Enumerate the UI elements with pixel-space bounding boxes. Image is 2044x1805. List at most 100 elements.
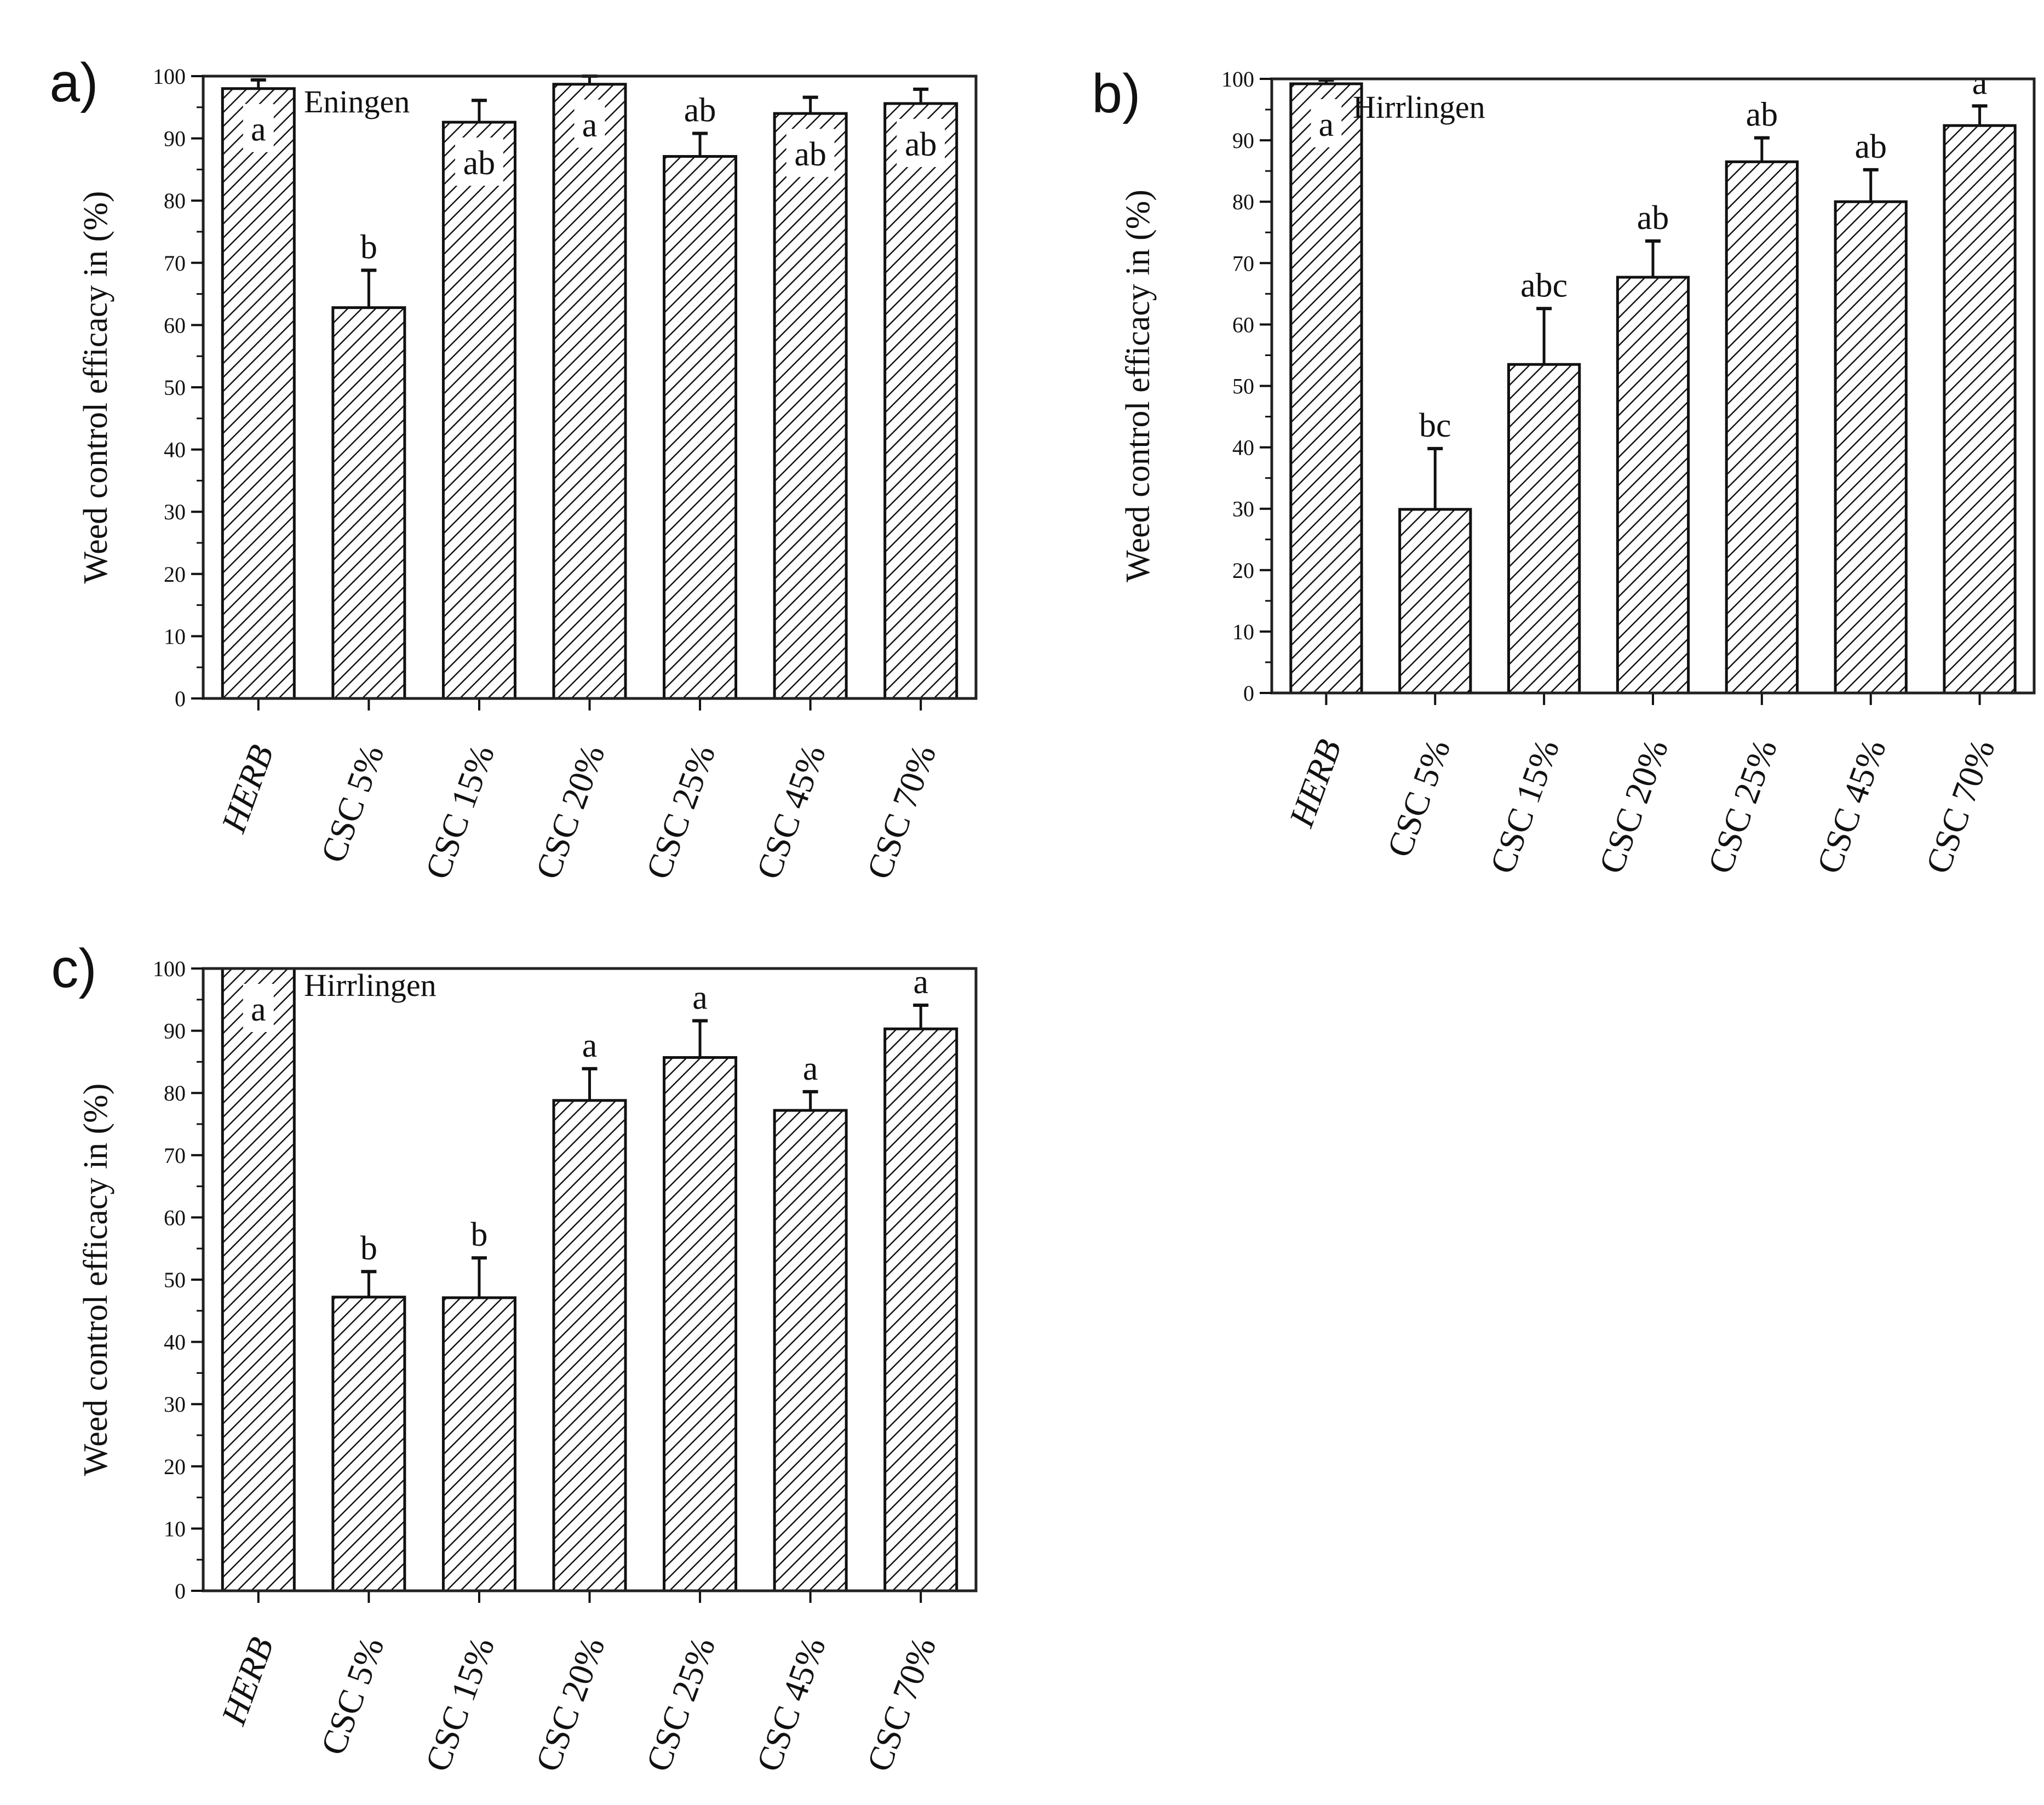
y-axis-label: Weed control efficacy in (%) [1119,190,1157,582]
significance-letter: ab [684,92,716,129]
x-tick-label: CSC 70% [1918,735,2002,879]
panel-letter: b) [1092,63,1141,124]
x-tick-label: CSC 25% [1700,735,1784,879]
y-tick-label: 70 [164,1143,186,1168]
y-tick-label: 0 [175,1579,186,1603]
site-label: Hirrlingen [1353,89,1485,125]
panel-letter: c) [51,938,96,999]
significance-letter: a [1319,106,1334,144]
significance-letter: a [582,107,598,144]
x-tick-label: CSC 25% [639,740,723,884]
y-tick-label: 40 [164,1330,186,1355]
bar: abc [1507,267,1581,695]
x-tick-label: CSC 70% [859,1632,944,1777]
y-tick-label: 80 [164,1081,186,1105]
chart-panel-c: c) Weed control efficacy in (%) a HERB b CSC … [0,893,1019,1802]
bar: a [1943,64,2017,695]
significance-letter: a [582,1027,598,1064]
bar: b [441,1216,516,1592]
significance-letter: a [1972,64,1988,101]
y-tick-label: 60 [164,313,186,337]
y-tick-label: 100 [153,956,186,981]
y-axis-label: Weed control efficacy in (%) [77,1084,114,1476]
x-tick-label: CSC 5% [313,1632,392,1760]
significance-letter: b [470,1216,487,1253]
bar-chart: c) Weed control efficacy in (%) a HERB b CSC … [51,938,978,1777]
bar: ab [1834,128,1908,695]
x-tick-label: CSC 45% [749,1632,833,1777]
significance-letter: a [692,979,708,1016]
y-tick-label: 80 [1232,190,1254,214]
y-tick-label: 100 [1221,67,1254,91]
bar: ab [773,95,848,700]
x-tick-label: HERB [214,1632,281,1730]
y-tick-label: 70 [164,251,186,276]
bar: a [883,964,958,1592]
site-label: Hirrlingen [304,967,437,1003]
y-tick-label: 40 [1232,436,1254,460]
significance-letter: ab [1746,96,1778,134]
x-tick-label: CSC 20% [1591,735,1675,879]
x-tick-label: CSC 5% [313,740,392,868]
y-tick-label: 20 [164,562,186,587]
x-tick-label: CSC 15% [417,1632,502,1777]
x-tick-label: CSC 20% [528,740,612,884]
significance-letter: a [251,991,266,1028]
y-tick-label: 0 [175,686,186,711]
y-tick-label: 20 [164,1454,186,1479]
bar: a [552,75,627,700]
bar: b [331,228,406,700]
y-tick-label: 20 [1232,558,1254,583]
significance-letter: a [251,111,266,148]
y-tick-label: 10 [164,624,186,649]
bar: b [331,1230,406,1592]
bar: ab [1616,199,1690,695]
bar: a [663,979,738,1592]
x-tick-label: CSC 25% [639,1632,723,1777]
chart-panel-a: a) Weed control efficacy in (%) a HERB b CSC … [0,0,1019,920]
significance-letter: ab [1637,199,1669,237]
x-tick-label: CSC 45% [749,740,833,884]
y-tick-label: 30 [164,500,186,524]
bar: a [221,78,296,700]
panel-letter: a) [50,52,99,113]
y-tick-label: 90 [1232,128,1254,153]
chart-panel-b: b) Weed control efficacy in (%) a HERB bc CSC… [1057,0,2044,920]
significance-letter: ab [794,136,826,173]
x-tick-label: CSC 15% [1483,735,1567,879]
y-tick-label: 100 [153,64,186,89]
bar: ab [1725,96,1799,695]
significance-letter: ab [1854,128,1887,165]
y-tick-label: 60 [1232,312,1254,337]
y-tick-label: 50 [164,1268,186,1292]
bar: ab [441,99,516,700]
y-tick-label: 80 [164,188,186,213]
x-tick-label: CSC 70% [859,740,944,884]
significance-letter: ab [463,145,496,182]
site-label: Eningen [304,84,410,119]
bar: a [552,1027,627,1592]
x-tick-label: CSC 20% [528,1632,612,1777]
y-tick-label: 90 [164,1019,186,1044]
y-tick-label: 10 [1232,620,1254,644]
y-tick-label: 50 [164,375,186,400]
significance-letter: abc [1520,267,1568,304]
x-tick-label: HERB [1282,735,1349,833]
bar: ab [883,87,958,700]
bar: bc [1398,407,1472,695]
bar: ab [663,92,738,700]
y-tick-label: 50 [1232,374,1254,399]
y-tick-label: 30 [1232,497,1254,522]
significance-letter: a [803,1050,818,1087]
y-tick-label: 30 [164,1392,186,1417]
y-tick-label: 90 [164,127,186,151]
x-tick-label: CSC 5% [1380,735,1458,862]
y-tick-label: 70 [1232,251,1254,276]
bar-chart: a) Weed control efficacy in (%) a HERB b CSC … [50,52,978,884]
significance-letter: b [360,228,377,266]
bar: a [221,967,296,1592]
x-tick-label: CSC 15% [417,740,502,884]
y-axis-label: Weed control efficacy in (%) [77,191,114,584]
y-tick-label: 40 [164,438,186,462]
x-tick-label: HERB [214,740,281,838]
